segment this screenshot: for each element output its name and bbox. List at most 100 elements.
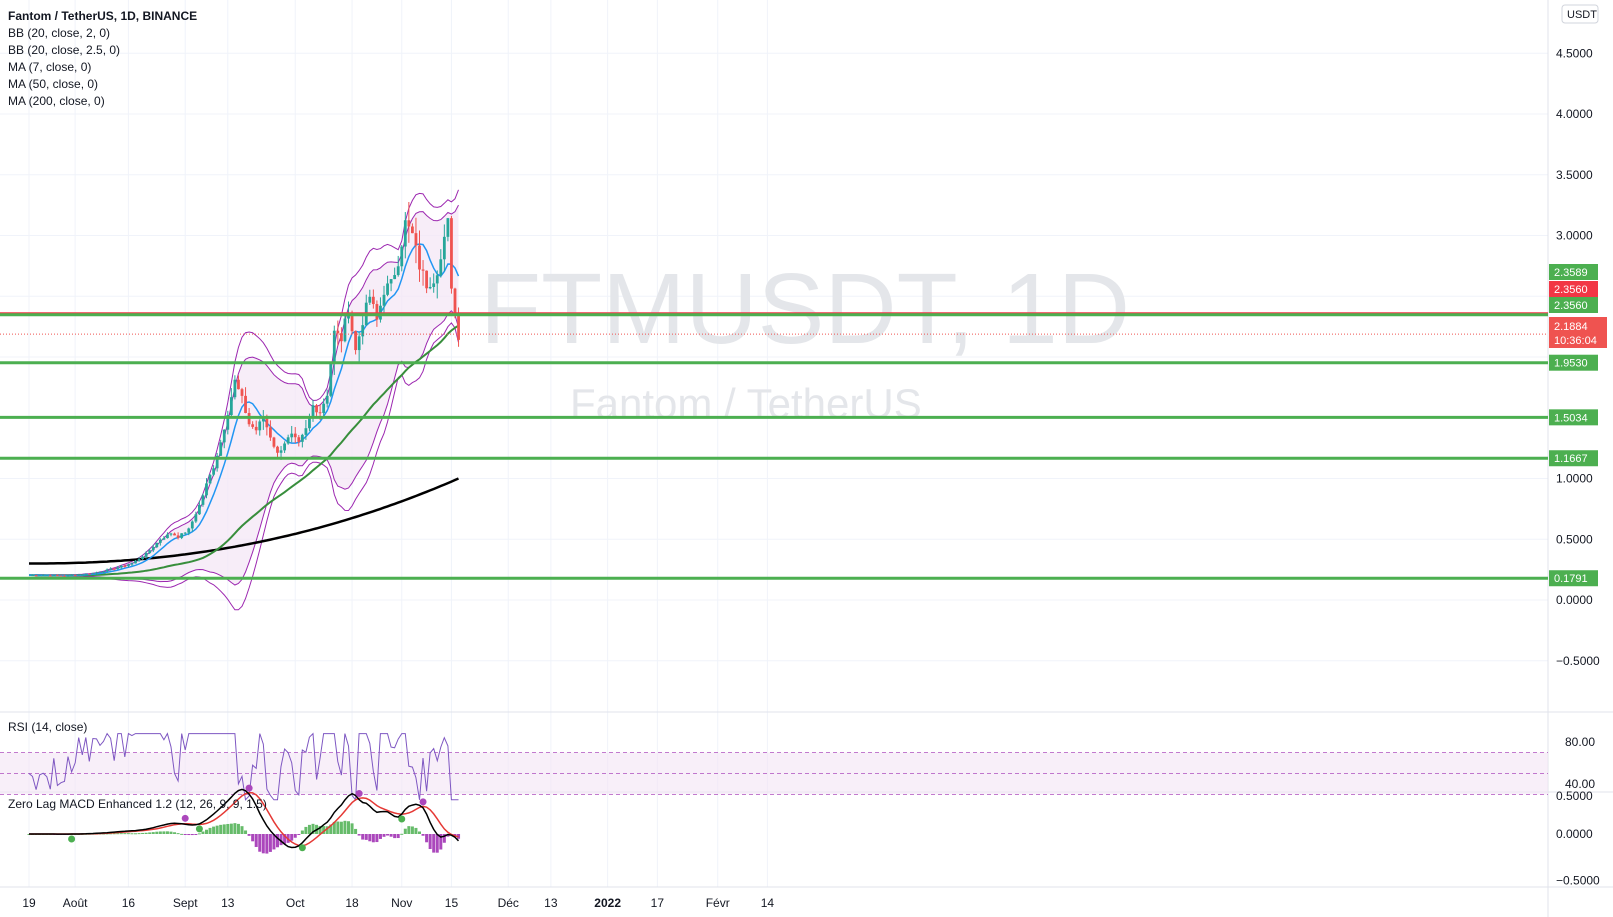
indicator-ma-7[interactable]: MA (7, close, 0) (8, 60, 92, 74)
macd-histogram-bar (244, 830, 248, 834)
candle-body (187, 528, 191, 533)
candle (286, 434, 290, 445)
candle (418, 230, 421, 282)
bb-line (29, 189, 459, 576)
macd-legend[interactable]: Zero Lag MACD Enhanced 1.2 (12, 26, 9, 9… (8, 797, 267, 811)
candle (116, 566, 120, 570)
macd-histogram-bar (389, 834, 393, 837)
candle (176, 532, 180, 540)
candle (141, 555, 144, 560)
level-badge-label: 2.3589 (1554, 267, 1588, 279)
candle-body (116, 567, 120, 569)
candle (386, 275, 389, 297)
candle-body (279, 450, 283, 453)
watermark-symbol: FTMUSDT, 1D (480, 253, 1130, 365)
candle-body (418, 245, 421, 270)
candle-body (98, 572, 102, 574)
macd-histogram-bar (151, 832, 155, 834)
candle (119, 565, 123, 569)
ma-200-line (29, 477, 459, 565)
indicator-ma-50[interactable]: MA (50, close, 0) (8, 77, 99, 91)
candle (261, 410, 265, 430)
candle-body (357, 336, 361, 351)
macd-histogram-bar (137, 833, 141, 835)
bollinger-bands (29, 189, 459, 611)
candle (190, 520, 194, 532)
candle-body (432, 283, 436, 287)
candle (446, 217, 450, 242)
indicator-bb-20-2[interactable]: BB (20, close, 2, 0) (8, 26, 111, 40)
candle-body (254, 426, 258, 431)
x-tick-label: 15 (445, 896, 459, 910)
macd-histogram-bar (293, 834, 297, 838)
candle (233, 375, 237, 400)
candle (361, 313, 365, 345)
candle (411, 223, 414, 234)
candle-body (87, 573, 91, 575)
macd-histogram-bar (276, 834, 279, 848)
candle (212, 465, 215, 477)
candle-body (41, 575, 45, 577)
level-badge-bg (1549, 264, 1598, 280)
candle-body (251, 424, 255, 427)
time-axis: 19 Août 16 Sept 13 Oct 18 Nov 15 Déc 13 2022 17 Févr 1… (22, 896, 774, 910)
macd-histogram-bar (318, 826, 322, 834)
x-tick-label: 14 (761, 896, 775, 910)
candle-body (411, 226, 414, 234)
candle-body (63, 575, 66, 577)
candle (269, 420, 272, 441)
price-axis: USDT 4.5000 4.0000 3.5000 3.0000 1.0000 0.5000… (1549, 4, 1607, 668)
macd-histogram-bar (393, 834, 397, 839)
macd-cross-dot (298, 844, 306, 852)
macd-histogram-bar (403, 828, 407, 834)
last-price-countdown: 10:36:04 (1554, 335, 1597, 347)
macd-histogram-bar (183, 834, 187, 835)
macd-histogram-bar (361, 834, 365, 840)
indicator-ma-200[interactable]: MA (200, close, 0) (8, 94, 105, 108)
rsi-pane: 80.00 40.00 (0, 732, 1595, 802)
candle-body (293, 433, 297, 438)
candle-body (286, 437, 290, 444)
macd-cross-dot (398, 815, 406, 823)
candle (127, 563, 130, 568)
candle-body (340, 333, 343, 342)
candle-body (375, 304, 379, 320)
chart-title[interactable]: Fantom / TetherUS, 1D, BINANCE (8, 9, 198, 23)
candle (166, 532, 169, 539)
macd-histogram-bar (265, 834, 269, 854)
candle (130, 562, 134, 567)
level-badge-bg (1549, 281, 1598, 297)
candle-body (442, 236, 446, 260)
macd-histogram-bar (116, 833, 120, 835)
level-badge: 1.5034 (1549, 409, 1598, 426)
last-price-bg (1549, 317, 1607, 348)
last-price-badge: 2.1884 10:36:04 (1549, 317, 1607, 348)
rsi-legend[interactable]: RSI (14, close) (8, 720, 88, 734)
y-tick-label: 4.5000 (1556, 46, 1593, 60)
candle-body (56, 575, 59, 577)
candle-body (276, 446, 279, 453)
candle (229, 388, 233, 417)
candle (389, 279, 393, 292)
macd-histogram-bar (368, 834, 372, 842)
candle-body (258, 421, 262, 431)
x-tick-label: 2022 (594, 896, 621, 910)
macd-histogram-bar (219, 824, 223, 834)
macd-histogram-bar (414, 827, 418, 834)
macd-histogram-bar (197, 833, 201, 835)
candle-body (183, 532, 187, 534)
indicator-bb-20-2-5[interactable]: BB (20, close, 2.5, 0) (8, 43, 121, 57)
macd-histogram-bar (112, 833, 116, 835)
x-tick-label: Oct (286, 896, 305, 910)
candle-body (428, 286, 432, 289)
candle-body (315, 405, 318, 413)
candle-body (198, 504, 201, 515)
level-badge-label: 1.1667 (1554, 453, 1588, 465)
macd-histogram-bar (432, 834, 436, 853)
macd-cross-dot (68, 835, 76, 843)
candle-body (446, 218, 450, 237)
candle-body (237, 379, 240, 390)
macd-histogram-bar (272, 834, 276, 850)
